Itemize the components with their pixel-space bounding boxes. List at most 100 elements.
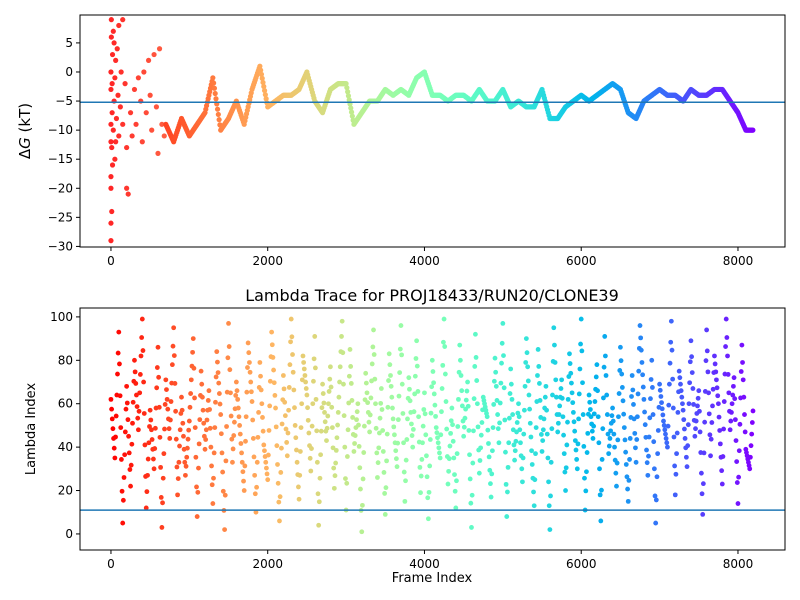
lambda-point xyxy=(726,390,732,396)
lambda-point xyxy=(610,418,616,424)
lambda-point xyxy=(164,396,170,402)
lambda-point xyxy=(241,488,247,493)
lambda-point xyxy=(133,381,139,386)
lambda-point xyxy=(322,409,327,415)
lambda-point xyxy=(182,459,188,465)
lambda-point xyxy=(729,401,735,407)
lambda-point xyxy=(292,405,297,411)
lambda-point xyxy=(377,415,383,421)
delta-g-point xyxy=(124,144,130,151)
lambda-point xyxy=(271,380,277,386)
lambda-point xyxy=(602,334,608,339)
lambda-point xyxy=(250,436,256,441)
delta-g-point xyxy=(258,67,264,73)
lambda-point xyxy=(619,385,625,390)
lambda-point xyxy=(747,454,753,460)
lambda-point xyxy=(329,425,335,430)
lambda-point xyxy=(139,316,145,322)
lambda-point xyxy=(537,398,543,403)
lambda-point xyxy=(319,405,325,411)
delta-g-point xyxy=(151,51,157,58)
lambda-point xyxy=(414,363,420,369)
lambda-point xyxy=(466,428,472,433)
lambda-point xyxy=(589,428,595,434)
lambda-point xyxy=(685,443,691,449)
lambda-point xyxy=(532,477,538,483)
lambda-point xyxy=(143,505,149,511)
lambda-point xyxy=(297,472,303,478)
lambda-point xyxy=(202,446,208,452)
lambda-point xyxy=(613,470,619,476)
lambda-point xyxy=(275,480,281,486)
lambda-point xyxy=(397,370,403,376)
lambda-point xyxy=(592,399,598,404)
lambda-point xyxy=(448,430,453,436)
lambda-point xyxy=(426,489,432,495)
lambda-point xyxy=(388,373,393,378)
lambda-point xyxy=(218,431,224,437)
lambda-point xyxy=(749,420,755,425)
lambda-point xyxy=(514,420,520,425)
lambda-point xyxy=(154,385,160,391)
delta-g-point xyxy=(147,92,153,98)
lambda-point xyxy=(289,334,295,340)
lambda-point xyxy=(670,405,676,411)
lambda-point xyxy=(486,454,492,460)
lambda-point xyxy=(391,424,397,430)
lambda-point xyxy=(158,464,163,470)
lambda-point xyxy=(447,443,453,449)
lambda-point xyxy=(556,412,562,417)
lambda-point xyxy=(585,430,591,436)
delta-g-point xyxy=(120,121,126,127)
lambda-point xyxy=(574,457,580,462)
lambda-point xyxy=(465,403,471,409)
lambda-point xyxy=(399,381,405,387)
lambda-point xyxy=(421,407,427,412)
lambda-point xyxy=(429,384,435,390)
lambda-point xyxy=(275,462,280,467)
lambda-point xyxy=(577,366,583,372)
lambda-point xyxy=(442,344,448,349)
lambda-point xyxy=(320,381,325,387)
lambda-point xyxy=(710,386,716,392)
lambda-point xyxy=(280,373,286,378)
lambda-point xyxy=(127,467,133,472)
lambda-point xyxy=(231,433,237,438)
lambda-point xyxy=(387,362,393,368)
lambda-point xyxy=(232,419,237,425)
delta-g-point xyxy=(141,69,147,75)
lambda-point xyxy=(490,425,496,430)
lambda-point xyxy=(619,371,625,377)
x-tick-label: 8000 xyxy=(723,254,754,268)
lambda-point xyxy=(449,405,455,411)
delta-g-points xyxy=(108,17,756,244)
lambda-point xyxy=(738,369,744,374)
lambda-point xyxy=(741,394,747,400)
lambda-point xyxy=(155,344,161,350)
lambda-point xyxy=(111,445,117,451)
lambda-point xyxy=(168,399,174,404)
lambda-point xyxy=(354,409,360,415)
lambda-point xyxy=(721,426,727,432)
lambda-point xyxy=(277,518,282,524)
bottom-x-axis-label: Frame Index xyxy=(392,571,473,586)
lambda-point xyxy=(255,434,261,440)
lambda-point xyxy=(723,316,729,322)
lambda-point xyxy=(161,451,167,457)
delta-g-point xyxy=(211,80,217,86)
lambda-point xyxy=(667,360,673,366)
lambda-point xyxy=(702,419,708,425)
lambda-point xyxy=(564,442,570,448)
lambda-point xyxy=(418,473,424,479)
bottom-y-axis-label: Lambda Index xyxy=(24,383,39,476)
lambda-point xyxy=(653,497,659,503)
lambda-point xyxy=(346,400,352,406)
lambda-point xyxy=(238,441,244,446)
lambda-point xyxy=(265,452,271,458)
lambda-point xyxy=(267,403,273,409)
lambda-point xyxy=(495,426,501,432)
lambda-point xyxy=(648,377,654,382)
lambda-point xyxy=(459,403,465,409)
lambda-point xyxy=(444,426,450,432)
lambda-point xyxy=(533,451,538,457)
